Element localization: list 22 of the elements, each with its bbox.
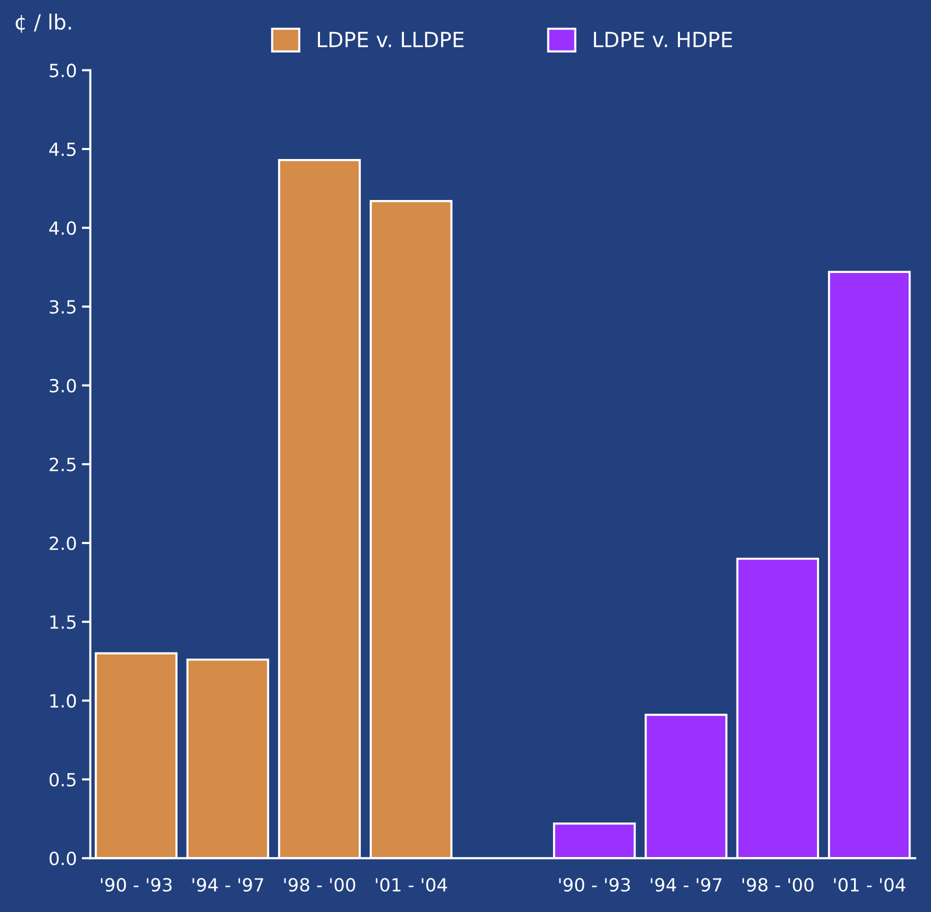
y-tick-label: 3.0 [50,378,76,393]
y-tick-label: 1.5 [50,616,76,629]
y-tick-label: 4.0 [49,221,76,235]
x-tick-label: '90 - '93 [559,878,630,892]
x-tick-label: '98 - '00 [742,878,814,892]
y-axis-title: ¢ / lb. [16,14,71,33]
x-tick-label: '90 - '93 [100,878,172,892]
y-tick-label: 2.0 [50,536,76,550]
y-tick-label: 5.0 [50,64,76,78]
y-tick-label: 3.5 [50,300,76,314]
x-tick-label: '01 - '04 [376,878,448,892]
x-tick-label: '98 - '00 [284,878,356,892]
x-tick-label: '94 - '97 [650,878,722,892]
y-tick-label: 0.5 [50,772,76,787]
y-tick-label: 2.5 [50,458,76,472]
y-tick-label: 0.0 [50,852,76,866]
legend-label: LDPE v. HDPE [594,32,732,48]
y-tick-label: 1.0 [50,694,76,708]
x-tick-label: '94 - '97 [192,878,264,892]
x-tick-label: '01 - '04 [834,878,906,892]
y-tick-label: 4.5 [49,142,76,156]
legend-label: LDPE v. LLDPE [318,32,464,48]
